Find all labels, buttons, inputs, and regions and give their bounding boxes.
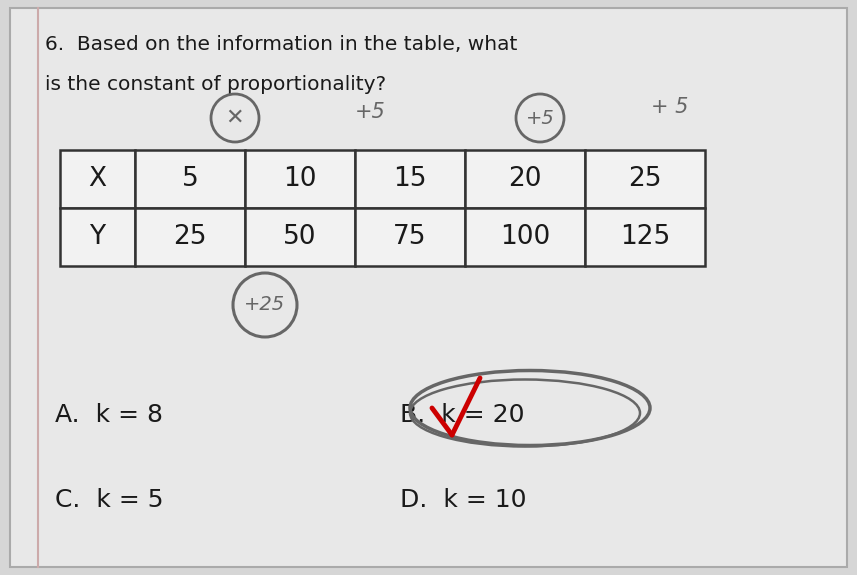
FancyBboxPatch shape — [355, 208, 465, 266]
Text: +25: +25 — [244, 296, 285, 315]
Text: 25: 25 — [628, 166, 662, 192]
FancyBboxPatch shape — [10, 8, 847, 567]
Text: D.  k = 10: D. k = 10 — [400, 488, 526, 512]
Text: Y: Y — [89, 224, 105, 250]
FancyBboxPatch shape — [465, 150, 585, 208]
Text: 25: 25 — [173, 224, 207, 250]
Text: 50: 50 — [284, 224, 317, 250]
Text: +5: +5 — [525, 109, 554, 128]
FancyBboxPatch shape — [245, 208, 355, 266]
FancyBboxPatch shape — [355, 150, 465, 208]
Text: 20: 20 — [508, 166, 542, 192]
Text: + 5: + 5 — [651, 97, 689, 117]
Text: ✕: ✕ — [225, 108, 244, 128]
Text: 100: 100 — [500, 224, 550, 250]
Text: 15: 15 — [393, 166, 427, 192]
Text: 75: 75 — [393, 224, 427, 250]
Text: 125: 125 — [620, 224, 670, 250]
Text: 6.  Based on the information in the table, what: 6. Based on the information in the table… — [45, 35, 518, 54]
FancyBboxPatch shape — [60, 150, 135, 208]
Text: is the constant of proportionality?: is the constant of proportionality? — [45, 75, 387, 94]
FancyBboxPatch shape — [135, 208, 245, 266]
FancyBboxPatch shape — [245, 150, 355, 208]
Text: A.  k = 8: A. k = 8 — [55, 403, 163, 427]
Text: 10: 10 — [284, 166, 317, 192]
Text: B.  k = 20: B. k = 20 — [400, 403, 524, 427]
FancyBboxPatch shape — [585, 208, 705, 266]
FancyBboxPatch shape — [60, 208, 135, 266]
Text: C.  k = 5: C. k = 5 — [55, 488, 164, 512]
FancyBboxPatch shape — [585, 150, 705, 208]
Text: 5: 5 — [182, 166, 198, 192]
Text: +5: +5 — [355, 102, 386, 122]
FancyBboxPatch shape — [465, 208, 585, 266]
Text: X: X — [88, 166, 106, 192]
FancyBboxPatch shape — [135, 150, 245, 208]
